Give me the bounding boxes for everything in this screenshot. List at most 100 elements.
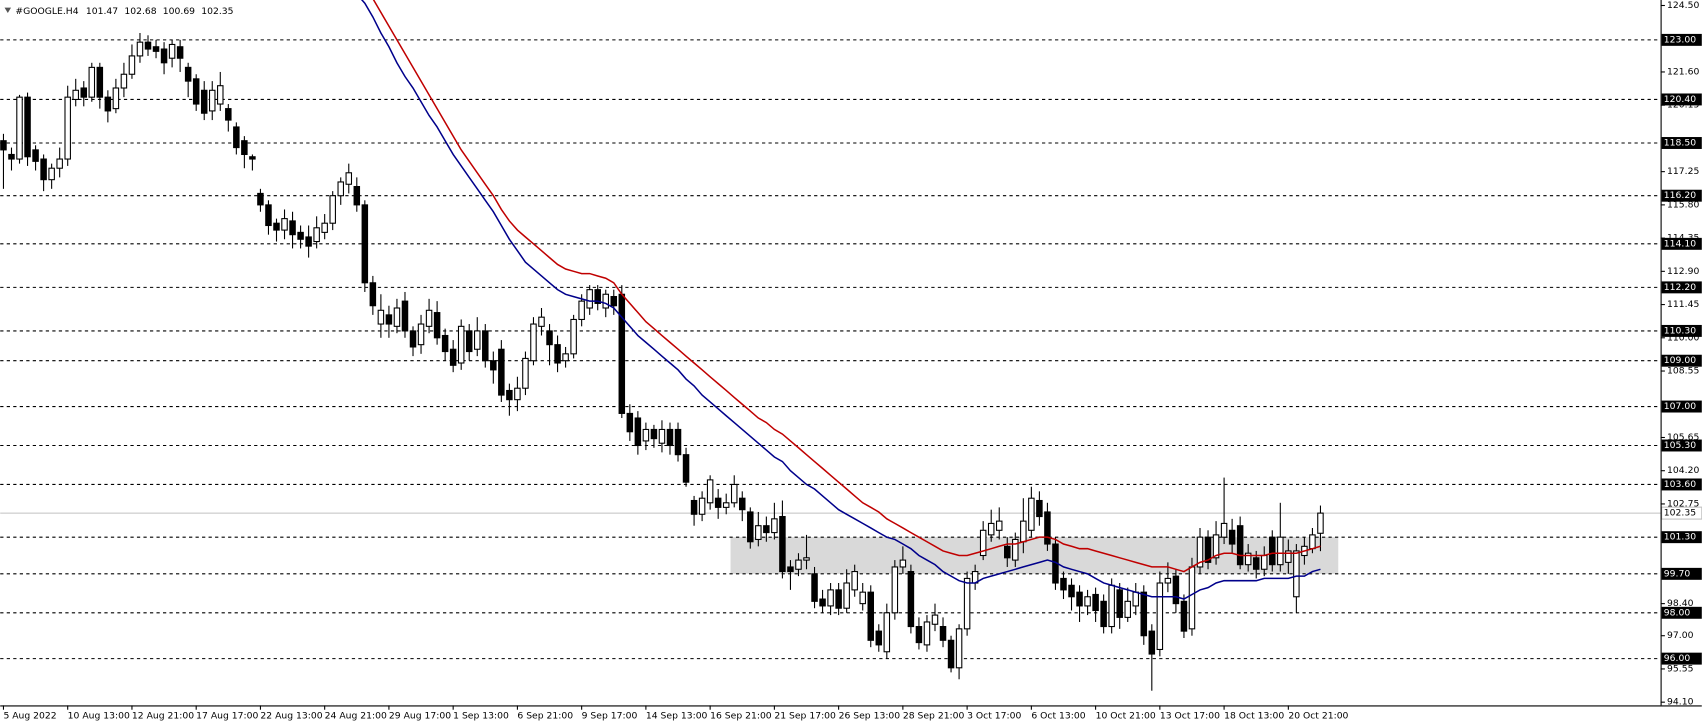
candle-body [1100,600,1107,628]
level-label: 116.20 [1664,190,1696,201]
candle-body [273,222,280,231]
candle-body [843,582,850,609]
candle-body [1124,600,1131,618]
candle-body [289,220,296,236]
candle-body [747,511,754,543]
candle-body [1068,584,1075,598]
level-label-box [1661,354,1702,367]
candle-body [176,46,184,59]
candle-body [594,289,601,304]
candle-body [1220,522,1228,538]
level-label-box [1661,606,1702,619]
level-label-box [1661,137,1702,149]
x-tick-label: 12 Aug 21:00 [132,711,194,722]
y-tick-label: 95.55 [1667,663,1694,674]
candle-body [995,520,1003,531]
current-price-label: 102.35 [1664,508,1696,519]
candle-body [265,204,272,227]
candle-body [449,348,457,366]
candle-body [1140,591,1148,637]
candle-body [96,66,104,98]
level-label-box [1661,531,1702,544]
candle-body [385,314,393,325]
candle-body [321,222,328,233]
candle-body [88,66,96,98]
candle-body [377,309,385,325]
y-tick-label: 111.45 [1667,299,1699,310]
level-label: 103.60 [1664,479,1696,490]
candle-body [104,96,112,112]
candle-body [1172,575,1180,605]
candle-body [578,300,585,321]
candle-body [1164,577,1172,584]
close-value: 102.35 [201,5,233,16]
candle-body [120,73,128,89]
x-tick-label: 6 Sep 21:00 [517,711,573,722]
y-tick-label: 117.25 [1667,166,1699,177]
candle-body [345,172,353,185]
candle-body [8,153,15,160]
candle-body [80,87,88,98]
y-tick-label: 121.60 [1667,66,1699,77]
level-label-box [1661,93,1702,106]
y-tick-label: 124.50 [1667,0,1699,11]
candle-body [112,87,120,110]
candle-body [755,525,762,541]
candle-body [417,323,425,346]
x-tick-label: 24 Aug 21:00 [325,711,387,722]
candle-body [0,140,7,151]
candle-body [554,344,561,364]
x-tick-label: 22 Aug 13:00 [260,711,322,722]
candle-body [1180,600,1188,632]
x-tick-label: 10 Aug 13:00 [68,711,130,722]
candle-body [530,323,537,362]
level-label-box [1661,439,1702,452]
candle-body [1148,630,1156,655]
x-tick-label: 20 Oct 21:00 [1288,711,1348,722]
candle-body [457,325,465,364]
y-tick-label: 112.90 [1667,266,1699,277]
moving-average-line [372,0,1321,573]
candle-body [1188,566,1196,630]
candle-body [787,566,794,573]
candle-body [1212,534,1220,559]
x-tick-label: 10 Oct 21:00 [1096,711,1156,722]
x-tick-label: 14 Sep 13:00 [646,711,708,722]
level-label: 118.50 [1664,138,1696,149]
x-tick-label: 18 Oct 13:00 [1224,711,1284,722]
candle-body [538,316,545,327]
level-label: 112.20 [1664,282,1696,293]
candle-body [1084,596,1091,607]
candle-body [835,589,842,609]
candle-body [666,428,674,447]
level-label: 114.10 [1664,238,1696,249]
candle-body [1293,550,1300,598]
candle-body [144,41,152,50]
chart-header: #GOOGLE.H4 101.47 102.68 100.69 102.35 [15,5,233,16]
y-tick-label: 108.55 [1667,366,1699,377]
candle-body [482,330,489,362]
candle-body [763,525,770,534]
level-label: 96.00 [1664,653,1691,664]
candle-body [40,158,47,181]
candle-body [152,46,160,52]
level-label: 105.30 [1664,440,1696,451]
candle-body [1252,557,1260,570]
candle-body [618,293,626,414]
candle-body [16,96,23,160]
candle-body [851,571,858,591]
candle-body [249,156,256,160]
candle-body [281,218,288,231]
candle-body [1116,589,1123,618]
candle-body [1020,520,1027,543]
candle-body [136,41,144,57]
level-label: 120.40 [1664,94,1696,105]
candle-body [1196,536,1204,568]
candle-body [56,158,63,169]
x-tick-label: 6 Oct 13:00 [1031,711,1085,722]
level-label: 98.00 [1664,607,1691,618]
candle-body [562,353,569,362]
symbol: #GOOGLE.H4 [15,5,78,16]
candle-body [658,428,666,444]
